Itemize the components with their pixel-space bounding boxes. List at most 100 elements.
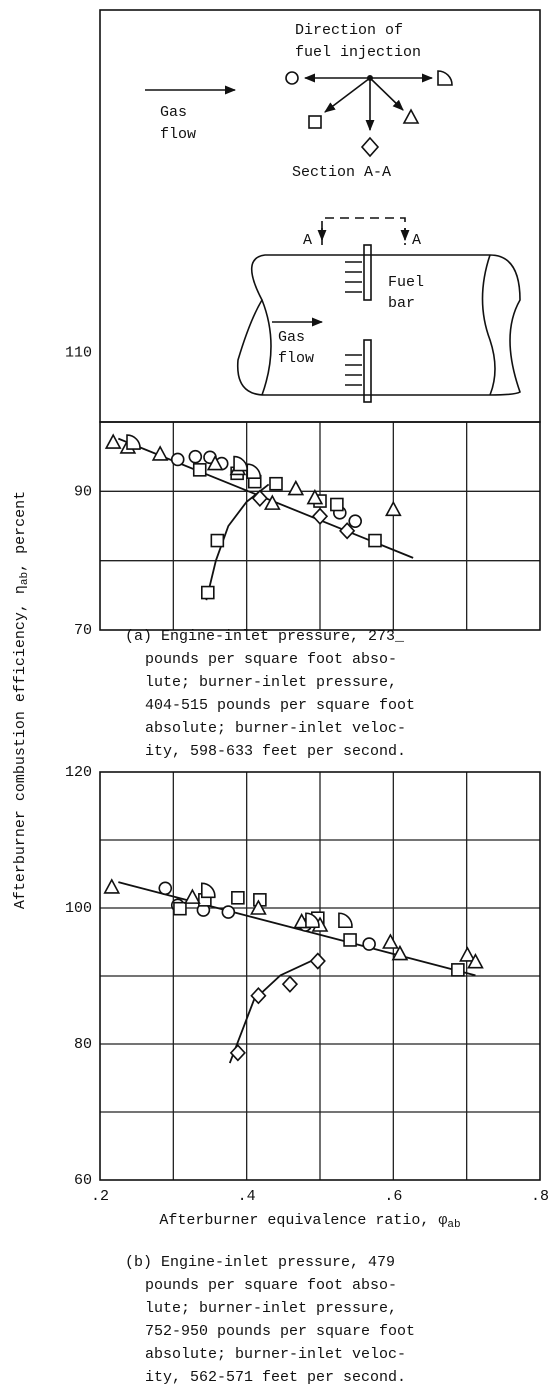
y-tick-label: 110 (65, 345, 92, 362)
point (184, 888, 201, 904)
y-tick-label: 90 (74, 483, 92, 500)
label: Fuel (388, 274, 424, 291)
point (338, 912, 353, 929)
arrow (369, 77, 404, 111)
point (330, 497, 344, 512)
label: A (412, 232, 421, 249)
x-tick-label: .6 (384, 1188, 402, 1205)
caption-line: 404-515 pounds per square foot (145, 697, 415, 714)
point (206, 454, 224, 471)
caption-line: (a) Engine-inlet pressure, 273_ (125, 628, 405, 645)
caption-line: (b) Engine-inlet pressure, 479 (125, 1254, 395, 1271)
y-tick-label: 120 (65, 764, 92, 781)
fuel-bar (363, 339, 372, 403)
point (287, 479, 305, 496)
point (467, 953, 484, 969)
point (229, 1044, 246, 1062)
point (391, 944, 409, 961)
point (348, 514, 363, 528)
caption-line: absolute; burner-inlet veloc- (145, 720, 406, 737)
point (231, 890, 245, 905)
caption-line: 752-950 pounds per square foot (145, 1323, 415, 1340)
label: bar (388, 295, 415, 312)
y-tick-label: 70 (74, 622, 92, 639)
duct (236, 254, 521, 396)
point (250, 899, 267, 915)
label: Direction of (295, 22, 403, 39)
point (246, 463, 262, 480)
fit-curve (118, 881, 476, 977)
diagram-frame (99, 9, 541, 423)
point (170, 452, 185, 467)
point (103, 878, 121, 894)
x-axis-label: Afterburner equivalence ratio, φab (159, 1212, 460, 1231)
point (451, 963, 465, 977)
dashed (321, 217, 406, 245)
point (188, 449, 203, 464)
point (362, 937, 376, 951)
label: flow (160, 126, 196, 143)
x-tick-label: .2 (91, 1188, 109, 1205)
symbol (437, 70, 453, 86)
point (382, 933, 399, 949)
y-tick-label: 80 (74, 1036, 92, 1053)
y-tick-label: 60 (74, 1172, 92, 1189)
caption-line: lute; burner-inlet pressure, (145, 1300, 397, 1317)
label: A (303, 232, 312, 249)
caption-line: lute; burner-inlet pressure, (145, 674, 397, 691)
point (210, 533, 225, 548)
point (201, 585, 215, 600)
point (384, 500, 402, 517)
point (305, 912, 320, 929)
caption-line: pounds per square foot abso- (145, 651, 397, 668)
caption-line: ity, 562-571 feet per second. (145, 1369, 406, 1386)
point (173, 901, 187, 916)
point (151, 445, 169, 461)
x-label-main: Afterburner equivalence ratio, φ (159, 1212, 447, 1229)
point (126, 434, 141, 450)
point (104, 433, 122, 449)
y-label-main: Afterburner combustion efficiency, η (12, 585, 29, 909)
caption-line: pounds per square foot abso- (145, 1277, 397, 1294)
plot-frame (99, 421, 541, 631)
x-label-sub: ab (447, 1219, 460, 1231)
arrow (324, 77, 371, 113)
point (263, 494, 281, 510)
caption-line: ity, 598-633 feet per second. (145, 743, 406, 760)
label: Gas (278, 329, 305, 346)
point (158, 881, 173, 896)
point (192, 463, 207, 477)
symbol (360, 136, 380, 158)
y-axis-label: Afterburner combustion efficiency, ηab, … (12, 491, 31, 909)
caption-line: absolute; burner-inlet veloc- (145, 1346, 406, 1363)
point (250, 987, 267, 1005)
x-tick-label: .8 (531, 1188, 549, 1205)
sprays (345, 261, 362, 386)
point (221, 905, 236, 919)
plot-frame (99, 771, 541, 1181)
y-label-rest: , percent (12, 491, 29, 572)
point (233, 455, 248, 472)
diagram: Direction of fuel injection Gas flow Sec… (99, 9, 541, 423)
y-tick-label: 100 (65, 900, 92, 917)
point (269, 476, 283, 491)
point (368, 533, 382, 548)
point (281, 975, 299, 993)
x-tick-label: .4 (238, 1188, 256, 1205)
point (306, 488, 324, 505)
point (311, 507, 329, 525)
y-label-sub: ab (19, 572, 31, 585)
fit-curve (228, 956, 321, 1064)
point (343, 933, 357, 947)
point (309, 952, 326, 970)
label: fuel injection (295, 44, 421, 61)
point (459, 946, 476, 962)
symbol (308, 115, 322, 129)
symbol (285, 71, 299, 85)
fuel-bar (363, 244, 372, 301)
label: Section A-A (292, 164, 391, 181)
symbol (402, 108, 420, 124)
label: Gas (160, 104, 187, 121)
point (251, 489, 268, 507)
